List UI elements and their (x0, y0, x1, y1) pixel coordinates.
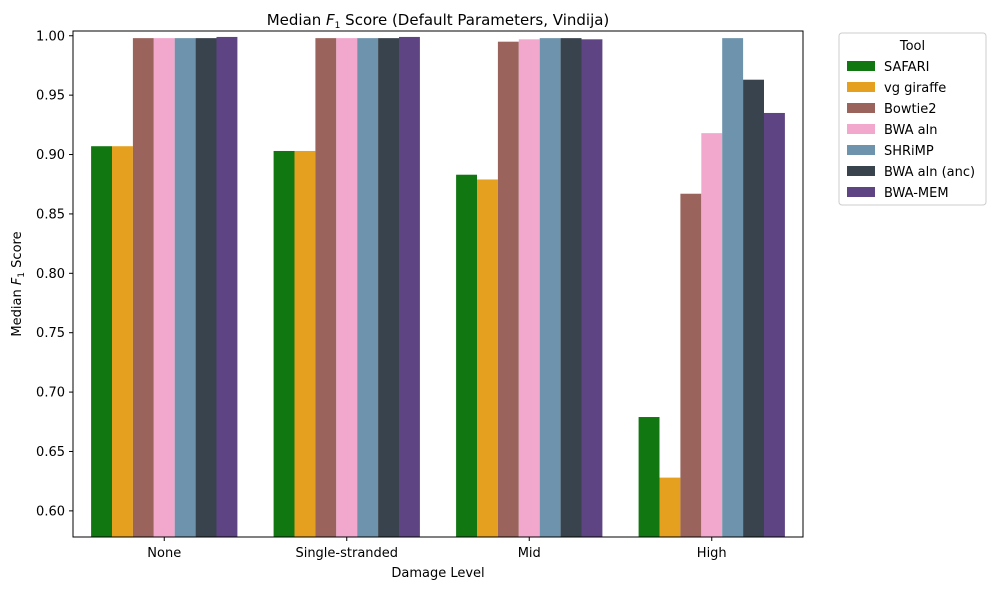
bar-bwa-mem-high (764, 112, 785, 538)
legend-label: BWA-MEM (884, 186, 949, 201)
legend-label: SAFARI (884, 60, 929, 75)
bar-shrimp-none (174, 38, 196, 537)
chart-title-text: Median (267, 11, 326, 29)
y-tick-label: 0.95 (36, 89, 65, 104)
bar-bwa-aln-anc-mid (560, 38, 582, 537)
bar-shrimp-mid (539, 38, 561, 537)
legend-swatch (847, 145, 875, 155)
bar-bwa-aln-mid (518, 39, 540, 538)
bars-group (91, 36, 785, 538)
y-axis-label-var: F (10, 277, 25, 285)
legend-group: Tool SAFARI vg giraffe Bowtie2 BWA aln SHRiMP… (838, 32, 987, 206)
bar-bowtie2-single-stranded (315, 38, 337, 537)
bar-bowtie2-mid (497, 41, 519, 537)
y-tick-label: 1.00 (36, 29, 65, 44)
chart-title-subscript: 1 (335, 21, 341, 31)
y-axis-label: Median F1 Score (10, 231, 27, 336)
bar-safari-none (91, 146, 112, 537)
y-tick-label: 0.65 (36, 445, 65, 460)
legend-label: BWA aln (anc) (884, 165, 975, 180)
bar-bwa-aln-anc-none (195, 38, 217, 537)
y-tick-label: 0.75 (36, 326, 65, 341)
x-tick-label: High (697, 546, 727, 561)
chart-title-group: Median F1 Score (Default Parameters, Vin… (267, 11, 610, 31)
legend-title: Tool (899, 39, 925, 54)
bar-bwa-aln-anc-single-stranded (378, 38, 399, 537)
legend-swatch (847, 82, 875, 92)
bar-vg-giraffe-none (112, 146, 133, 537)
y-tick-label: 0.70 (36, 386, 65, 401)
bar-bwa-aln-high (701, 133, 723, 537)
bar-bwa-aln-single-stranded (336, 38, 358, 537)
bar-vg-giraffe-mid (477, 179, 498, 537)
legend-swatch (847, 187, 875, 197)
chart-title: Median F1 Score (Default Parameters, Vin… (267, 11, 610, 31)
bar-safari-high (638, 417, 660, 537)
legend-label: BWA aln (884, 123, 937, 138)
legend-swatch (847, 61, 875, 71)
legend-swatch (847, 124, 875, 134)
bar-vg-giraffe-high (659, 477, 681, 537)
x-tick-label: None (147, 546, 181, 561)
x-axis-label: Damage Level (391, 566, 484, 581)
y-tick-label: 0.60 (36, 504, 65, 519)
bar-shrimp-high (722, 38, 744, 537)
bar-bwa-mem-mid (581, 39, 603, 538)
bar-bwa-aln-anc-high (743, 79, 764, 537)
y-axis-label-suffix: Score (10, 231, 25, 272)
bar-bwa-mem-none (216, 36, 238, 537)
legend-box (838, 32, 987, 206)
x-tick-label: Mid (518, 546, 541, 561)
y-tick-label: 0.80 (36, 267, 65, 282)
plot-frame (72, 30, 804, 538)
bar-safari-mid (456, 174, 477, 537)
chart-title-var: F (326, 11, 335, 29)
y-axis-label-text: Median (10, 285, 25, 336)
bar-shrimp-single-stranded (357, 38, 379, 537)
bar-bwa-mem-single-stranded (399, 36, 420, 537)
legend-label: Bowtie2 (884, 102, 936, 117)
bar-bwa-aln-none (153, 38, 175, 537)
legend-label: vg giraffe (884, 81, 946, 96)
y-tick-label: 0.85 (36, 207, 65, 222)
legend-swatch (847, 103, 875, 113)
y-axis-label-subscript: 1 (17, 272, 27, 278)
chart-title-suffix: Score (Default Parameters, Vindija) (340, 11, 609, 29)
x-tick-label: Single-stranded (295, 546, 398, 561)
legend-swatch (847, 166, 875, 176)
bar-bowtie2-none (132, 38, 154, 537)
legend-label: SHRiMP (884, 144, 934, 159)
y-tick-label: 0.90 (36, 148, 65, 163)
bar-bowtie2-high (680, 193, 702, 538)
bar-vg-giraffe-single-stranded (294, 150, 316, 537)
axes-group: 0.60 0.65 0.70 0.75 0.80 0.85 0.90 0.95 1.00 None… (10, 29, 804, 581)
bar-safari-single-stranded (273, 150, 295, 537)
